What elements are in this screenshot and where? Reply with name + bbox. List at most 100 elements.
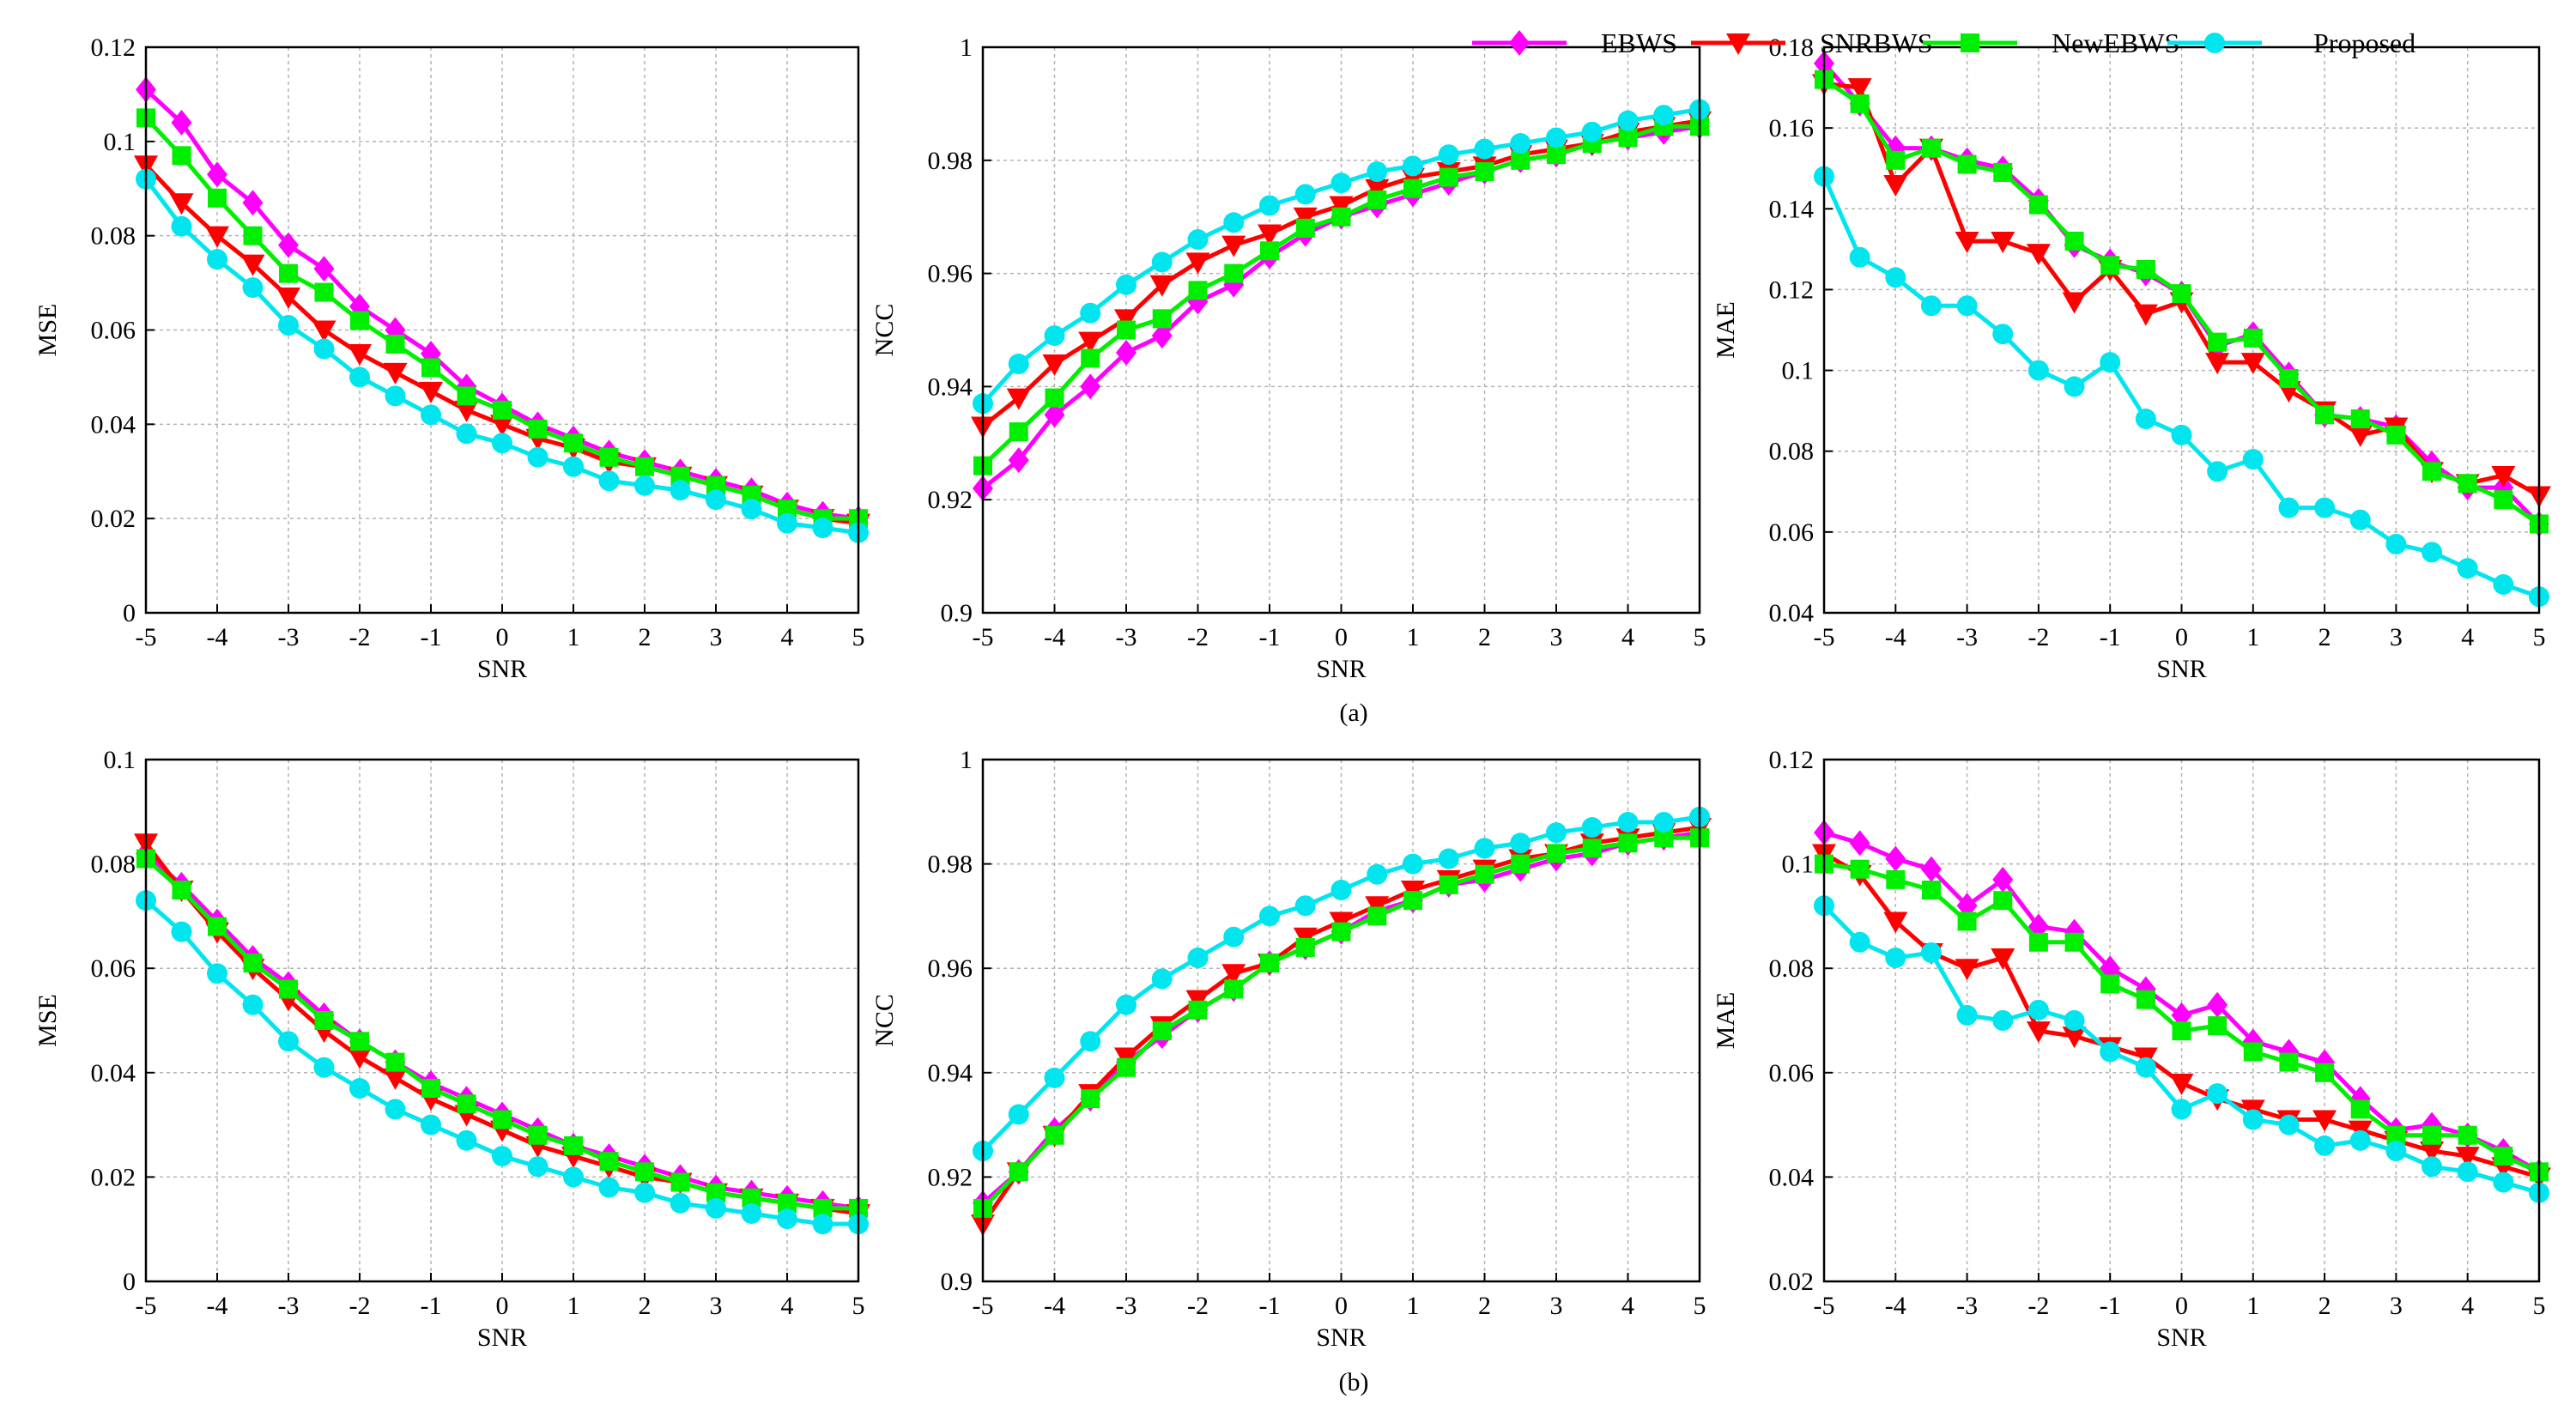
- data-point: [1510, 833, 1531, 854]
- data-point: [2279, 368, 2299, 388]
- data-point: [493, 1110, 512, 1129]
- data-point: [1438, 144, 1459, 166]
- data-point: [2136, 259, 2155, 279]
- data-point: [1080, 1031, 1101, 1052]
- data-point: [598, 470, 620, 492]
- data-point: [528, 419, 548, 439]
- data-point: [1295, 218, 1315, 238]
- data-point: [385, 1099, 406, 1120]
- data-point: [2064, 932, 2084, 952]
- data-point: [1618, 128, 1638, 148]
- data-point: [240, 254, 265, 276]
- data-point: [1992, 866, 2014, 893]
- data-point: [1260, 241, 1279, 261]
- data-point: [1920, 942, 1942, 963]
- data-point: [2350, 409, 2370, 429]
- data-point: [350, 1032, 369, 1051]
- x-tick-label: -2: [2027, 623, 2049, 651]
- plot-frame: [144, 758, 860, 1283]
- data-point: [1883, 175, 1908, 197]
- panel-b-1: -5 -4 -3 -2 -1 0 1 2 3 4 5 0.9 0.92 0.94 0.96 0.98 1 SNR N…: [870, 746, 1712, 1352]
- data-point: [1617, 811, 1639, 833]
- data-point: [564, 433, 583, 453]
- x-tick-label: -4: [207, 1292, 228, 1320]
- data-point: [2207, 991, 2228, 1018]
- panel-a-0: -5 -4 -3 -2 -1 0 1 2 3 4 5 0 0.02 0.04 0.06 0.08 0.1 0.12…: [33, 33, 870, 683]
- x-tick-label: 2: [2318, 1292, 2331, 1320]
- data-point: [1581, 121, 1603, 142]
- data-point: [2136, 990, 2155, 1009]
- y-tick-label: 0.94: [928, 372, 973, 401]
- y-tick-label: 0.04: [91, 1059, 136, 1087]
- data-point: [2133, 304, 2158, 326]
- data-point: [349, 1078, 370, 1099]
- plot-frame: [981, 45, 1701, 615]
- data-point: [1044, 1067, 1065, 1088]
- series-proposed: [1814, 895, 2549, 1203]
- x-axis-label: SNR: [477, 655, 527, 683]
- data-point: [243, 226, 263, 245]
- y-tick-label: 0.12: [91, 33, 136, 62]
- y-tick-label: 0.08: [1769, 954, 1815, 983]
- data-point: [2135, 409, 2156, 430]
- x-tick-label: -4: [1885, 623, 1906, 651]
- data-point: [1260, 954, 1279, 973]
- x-tick-label: -1: [1259, 1292, 1281, 1320]
- data-point: [207, 963, 227, 984]
- x-tick-label: 1: [1407, 623, 1420, 651]
- x-tick-label: -3: [278, 1292, 300, 1320]
- data-point: [348, 1047, 372, 1069]
- y-tick-label: 0.18: [1769, 33, 1815, 62]
- data-point: [1653, 105, 1675, 126]
- x-tick-label: 5: [1694, 1292, 1706, 1320]
- data-point: [1546, 822, 1567, 844]
- series-proposed: [973, 806, 1710, 1161]
- legend-marker: [1961, 33, 1979, 52]
- data-point: [528, 1125, 548, 1145]
- legend-marker: [1509, 30, 1530, 56]
- data-point: [2062, 1026, 2087, 1049]
- series-proposed: [1814, 166, 2549, 608]
- data-point: [635, 457, 654, 476]
- data-point: [2350, 1099, 2370, 1119]
- y-axis-label: MSE: [33, 304, 62, 357]
- data-point: [1993, 162, 2013, 182]
- data-point: [1080, 373, 1101, 400]
- data-point: [1991, 231, 2015, 253]
- data-point: [1367, 160, 1388, 182]
- data-point: [171, 921, 192, 942]
- data-point: [278, 232, 299, 258]
- data-point: [1224, 979, 1244, 999]
- series-newebws: [973, 828, 1709, 1218]
- data-point: [2208, 1016, 2227, 1036]
- data-point: [454, 400, 479, 422]
- data-point: [1617, 110, 1639, 131]
- x-tick-label: 4: [2461, 623, 2474, 651]
- data-point: [1045, 1125, 1064, 1145]
- data-point: [314, 1011, 334, 1030]
- data-point: [1042, 354, 1067, 377]
- x-axis-label: SNR: [2156, 1323, 2206, 1352]
- data-point: [348, 343, 372, 366]
- legend-marker: [2204, 33, 2225, 53]
- y-tick-label: 0: [123, 1268, 136, 1296]
- y-axis-label: MAE: [1712, 992, 1740, 1050]
- x-tick-label: -2: [349, 623, 371, 651]
- x-axis-label: SNR: [1316, 1323, 1366, 1352]
- x-tick-label: -4: [207, 623, 228, 651]
- data-point: [1654, 828, 1674, 848]
- y-tick-label: 0.9: [941, 599, 973, 627]
- caption-b: (b): [1339, 1368, 1369, 1396]
- data-point: [1009, 1162, 1028, 1182]
- data-point: [1223, 212, 1245, 233]
- data-point: [1886, 150, 1906, 170]
- data-point: [599, 447, 619, 467]
- x-tick-label: 0: [496, 623, 509, 651]
- data-point: [635, 1162, 654, 1182]
- y-tick-label: 1: [960, 33, 973, 62]
- data-point: [1152, 309, 1172, 329]
- y-tick-label: 0.08: [91, 222, 136, 251]
- x-tick-label: 4: [781, 1292, 794, 1320]
- x-tick-label: 0: [1335, 623, 1348, 651]
- data-point: [1044, 325, 1065, 347]
